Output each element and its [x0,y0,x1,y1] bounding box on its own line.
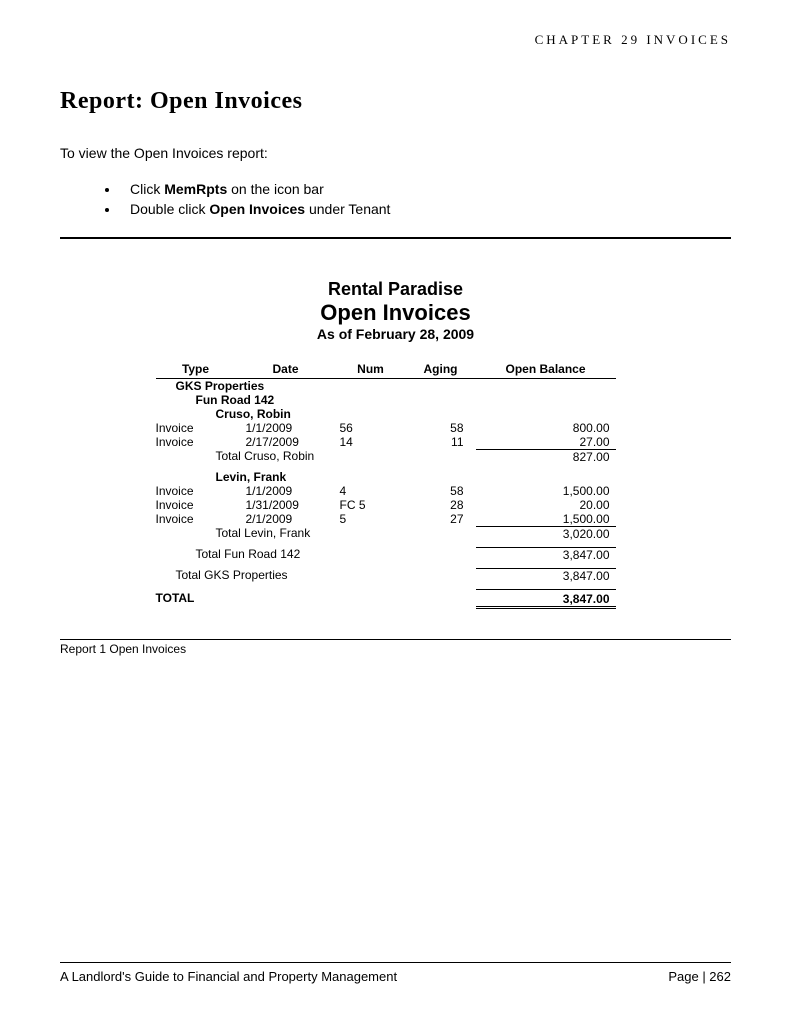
cell-aging: 27 [406,512,476,526]
col-balance: Open Balance [476,362,616,379]
cell-type: Invoice [156,421,236,435]
divider-bottom [60,639,731,640]
grand-total-label: TOTAL [156,583,476,609]
cell-num: 5 [336,512,406,526]
cell-date: 2/1/2009 [236,512,336,526]
page-footer: A Landlord's Guide to Financial and Prop… [60,962,731,984]
cell-aging: 28 [406,498,476,512]
footer-book-title: A Landlord's Guide to Financial and Prop… [60,969,397,984]
cell-balance: 1,500.00 [476,512,616,526]
footer-page-number: Page | 262 [668,969,731,984]
cell-aging: 11 [406,435,476,449]
report-date: As of February 28, 2009 [156,326,636,342]
figure-caption: Report 1 Open Invoices [60,642,731,656]
bullet-pre: Click [130,181,164,197]
divider-top [60,237,731,239]
cell-balance: 800.00 [476,421,616,435]
cell-type: Invoice [156,435,236,449]
bullet-item: Click MemRpts on the icon bar [120,181,731,197]
subtotal-cruso: 827.00 [476,449,616,464]
cell-date: 1/1/2009 [236,484,336,498]
cell-num: 4 [336,484,406,498]
bullet-item: Double click Open Invoices under Tenant [120,201,731,217]
tenant-cruso: Cruso, Robin [156,407,616,421]
cell-type: Invoice [156,498,236,512]
cell-balance: 27.00 [476,435,616,449]
cell-type: Invoice [156,512,236,526]
bullet-bold: Open Invoices [209,201,305,217]
report-name: Open Invoices [156,300,636,326]
cell-balance: 1,500.00 [476,484,616,498]
report-block: Rental Paradise Open Invoices As of Febr… [156,279,636,609]
cell-date: 1/1/2009 [236,421,336,435]
col-date: Date [236,362,336,379]
cell-num: FC 5 [336,498,406,512]
subtotal-cruso-label: Total Cruso, Robin [156,449,476,464]
cell-num: 56 [336,421,406,435]
cell-aging: 58 [406,484,476,498]
report-header: Rental Paradise Open Invoices As of Febr… [156,279,636,342]
cell-date: 2/17/2009 [236,435,336,449]
col-type: Type [156,362,236,379]
cell-aging: 58 [406,421,476,435]
subtotal-levin: 3,020.00 [476,526,616,541]
bullet-bold: MemRpts [164,181,227,197]
col-num: Num [336,362,406,379]
col-aging: Aging [406,362,476,379]
report-table: Type Date Num Aging Open Balance GKS Pro… [156,362,636,609]
cell-num: 14 [336,435,406,449]
report-company: Rental Paradise [156,279,636,300]
group-gks: GKS Properties [156,379,616,393]
grand-total: 3,847.00 [476,589,616,609]
subtotal-funroad-label: Total Fun Road 142 [156,547,476,562]
subtotal-levin-label: Total Levin, Frank [156,526,476,541]
instruction-list: Click MemRpts on the icon bar Double cli… [120,181,731,217]
subtotal-funroad: 3,847.00 [476,547,616,562]
bullet-post: under Tenant [305,201,390,217]
intro-text: To view the Open Invoices report: [60,145,731,161]
page-title: Report: Open Invoices [60,88,731,115]
chapter-header: CHAPTER 29 INVOICES [60,32,731,48]
cell-date: 1/31/2009 [236,498,336,512]
cell-balance: 20.00 [476,498,616,512]
bullet-pre: Double click [130,201,209,217]
cell-type: Invoice [156,484,236,498]
subtotal-gks: 3,847.00 [476,568,616,583]
tenant-levin: Levin, Frank [156,470,616,484]
bullet-post: on the icon bar [227,181,324,197]
group-funroad: Fun Road 142 [156,393,616,407]
subtotal-gks-label: Total GKS Properties [156,568,476,583]
